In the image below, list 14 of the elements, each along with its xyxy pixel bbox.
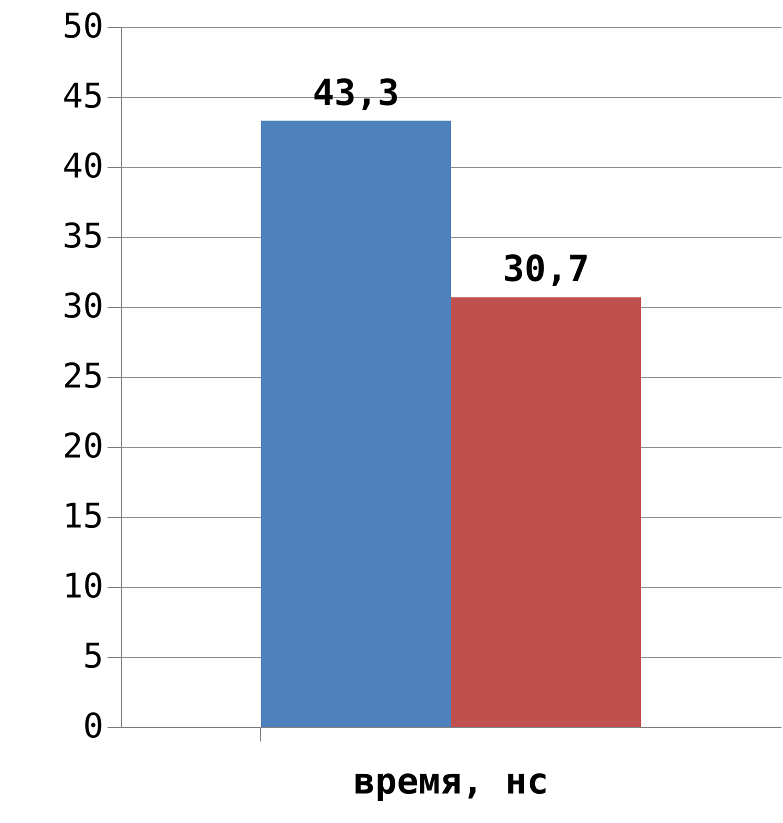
data-label: 43,3 — [312, 72, 400, 114]
y-tick-label: 50 — [62, 6, 104, 46]
y-tick-label: 20 — [62, 426, 104, 466]
y-tick-label: 45 — [62, 76, 104, 116]
y-tick-label: 15 — [62, 496, 104, 536]
data-label: 30,7 — [502, 249, 590, 290]
y-tick-label: 30 — [62, 286, 104, 326]
y-tick-label: 10 — [62, 566, 104, 606]
y-tick-label: 25 — [62, 356, 104, 396]
y-tick-label: 0 — [83, 706, 104, 746]
y-tick-label: 35 — [62, 216, 104, 256]
y-tick-label: 40 — [62, 146, 104, 186]
x-tick-label: время, нс — [353, 762, 549, 802]
y-tick-label: 5 — [83, 636, 104, 676]
